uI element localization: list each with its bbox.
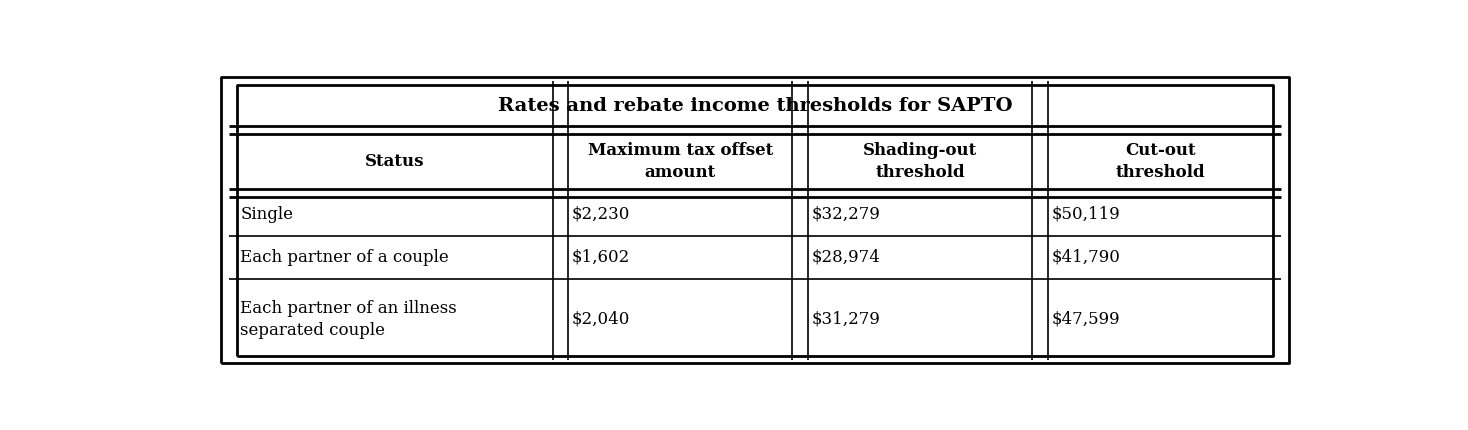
Text: $1,602: $1,602 (573, 249, 630, 266)
Text: $31,279: $31,279 (812, 311, 881, 328)
Text: $28,974: $28,974 (812, 249, 881, 266)
Text: Each partner of a couple: Each partner of a couple (241, 249, 449, 266)
Text: Rates and rebate income thresholds for SAPTO: Rates and rebate income thresholds for S… (498, 97, 1013, 115)
Text: Each partner of an illness
separated couple: Each partner of an illness separated cou… (241, 300, 457, 339)
Text: $47,599: $47,599 (1051, 311, 1120, 328)
Text: Status: Status (366, 153, 424, 170)
Text: Maximum tax offset
amount: Maximum tax offset amount (587, 142, 774, 181)
Text: $50,119: $50,119 (1051, 206, 1120, 223)
Text: $2,230: $2,230 (573, 206, 630, 223)
Text: Cut-out
threshold: Cut-out threshold (1116, 142, 1205, 181)
Text: Shading-out
threshold: Shading-out threshold (863, 142, 978, 181)
Text: $2,040: $2,040 (573, 311, 630, 328)
Text: Single: Single (241, 206, 294, 223)
Text: $32,279: $32,279 (812, 206, 881, 223)
Text: $41,790: $41,790 (1051, 249, 1120, 266)
